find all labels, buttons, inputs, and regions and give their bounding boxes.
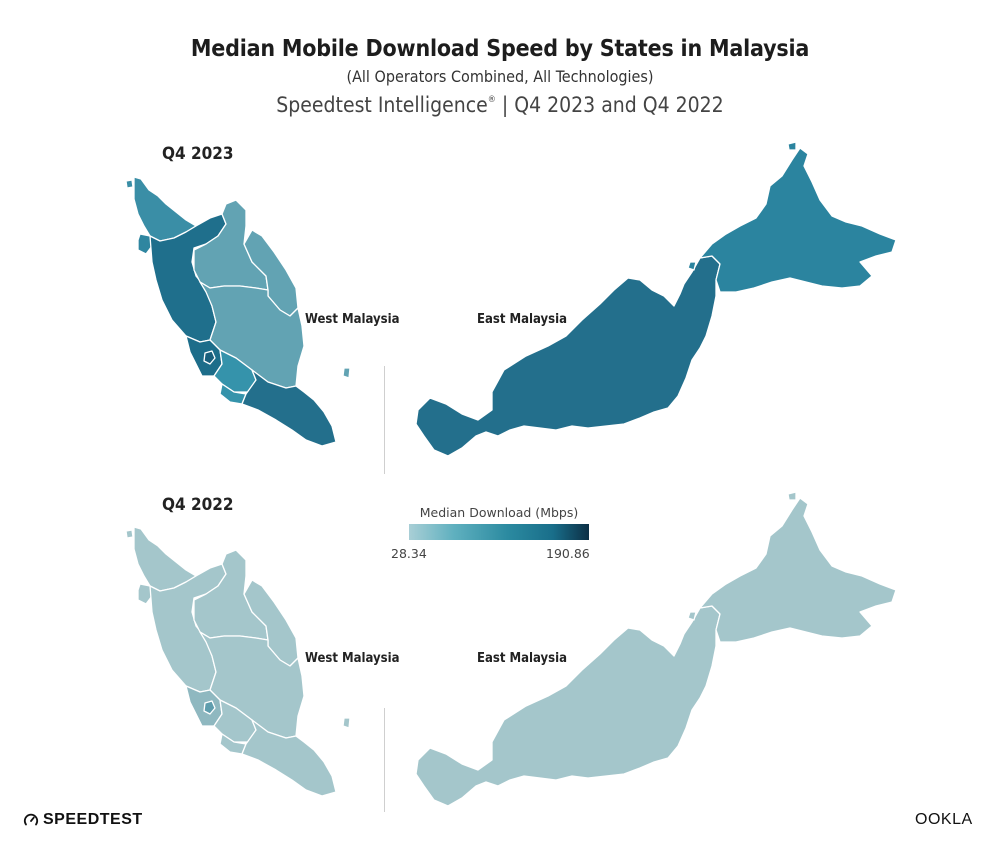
label-east-malaysia-2022: East Malaysia — [477, 651, 568, 666]
island-labuan-2022 — [687, 611, 697, 621]
chart-subtitle: (All Operators Combined, All Technologie… — [346, 67, 654, 86]
chart-title: Median Mobile Download Speed by States i… — [190, 36, 810, 62]
state-johor — [241, 719, 337, 797]
source-name: Speedtest Intelligence — [276, 93, 488, 117]
state-sabah — [699, 147, 897, 293]
source-line: Speedtest Intelligence® | Q4 2023 and Q4… — [0, 93, 1000, 117]
divider-top — [384, 366, 385, 474]
state-sarawak — [415, 605, 721, 807]
label-east-malaysia-2023: East Malaysia — [477, 312, 568, 327]
state-sabah — [699, 497, 897, 643]
state-negeri-sembilan — [213, 349, 257, 393]
map-q4-2023 — [125, 141, 897, 457]
speedtest-gauge-icon — [23, 813, 39, 826]
island-banggi-2023 — [787, 141, 797, 151]
source-period: | Q4 2023 and Q4 2022 — [495, 93, 724, 117]
island-tioman-2022 — [342, 717, 351, 729]
registered-mark: ® — [487, 95, 496, 105]
island-tioman-2023 — [342, 367, 351, 379]
label-west-malaysia-2022: West Malaysia — [305, 651, 400, 666]
island-langkawi-2023 — [125, 179, 134, 189]
state-pahang — [199, 631, 305, 739]
legend-min-value: 28.34 — [391, 546, 427, 561]
panel-label-q4-2023: Q4 2023 — [162, 144, 234, 164]
divider-bottom — [384, 708, 385, 812]
label-west-malaysia-2023: West Malaysia — [305, 312, 400, 327]
state-johor — [241, 369, 337, 447]
legend-color-scale — [409, 524, 589, 540]
state-sarawak — [415, 255, 721, 457]
state-kuala-lumpur — [203, 350, 216, 365]
state-pahang — [199, 281, 305, 389]
legend-max-value: 190.86 — [546, 546, 590, 561]
state-kuala-lumpur — [203, 700, 216, 715]
state-negeri-sembilan — [213, 699, 257, 743]
speedtest-wordmark: SPEEDTEST — [43, 811, 143, 828]
island-labuan-2023 — [687, 261, 697, 271]
panel-label-q4-2022: Q4 2022 — [162, 495, 234, 515]
island-banggi-2022 — [787, 491, 797, 501]
speedtest-logo: SPEEDTEST — [23, 811, 143, 829]
map-q4-2022 — [125, 491, 897, 807]
island-langkawi-2022 — [125, 529, 134, 539]
ookla-logo: OOKLA — [915, 811, 973, 828]
legend-title: Median Download (Mbps) — [419, 505, 579, 520]
